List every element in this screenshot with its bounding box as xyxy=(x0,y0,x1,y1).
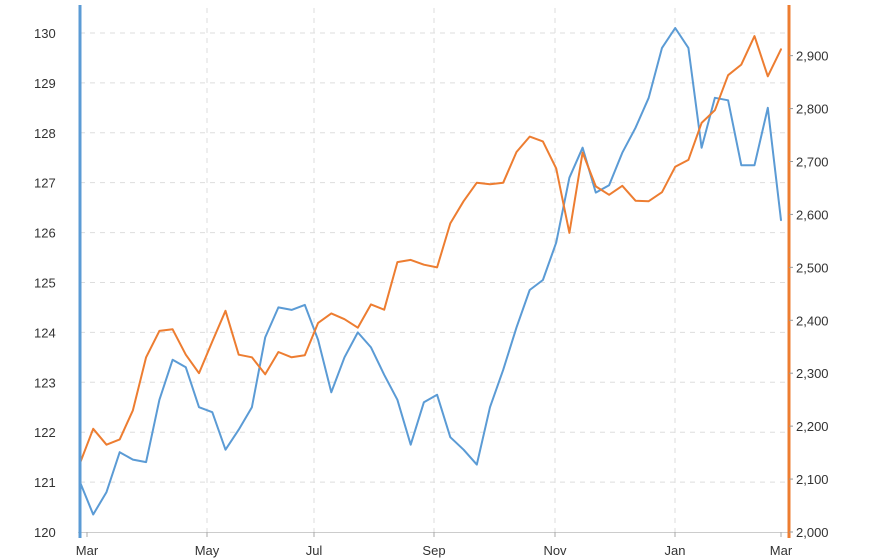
series-layer xyxy=(79,27,782,516)
x-axis-ticks: Mar May Jul Sep Nov Jan Mar xyxy=(76,532,793,558)
x-tick-label: May xyxy=(195,543,220,558)
right-tick-label: 2,000 xyxy=(796,525,829,540)
left-tick-label: 127 xyxy=(34,176,56,191)
left-tick-label: 126 xyxy=(34,226,56,241)
right-tick-label: 2,200 xyxy=(796,419,829,434)
right-tick-label: 2,400 xyxy=(796,313,829,328)
left-axis-ticks: 120 121 122 123 124 125 126 127 128 129 130 xyxy=(34,26,56,540)
right-tick-label: 2,800 xyxy=(796,102,829,117)
series-line-left-axis xyxy=(79,27,782,516)
x-tick-label: Nov xyxy=(543,543,567,558)
left-tick-label: 120 xyxy=(34,525,56,540)
x-tick-label: Jan xyxy=(665,543,686,558)
left-tick-label: 124 xyxy=(34,325,56,340)
right-tick-label: 2,600 xyxy=(796,207,829,222)
right-tick-label: 2,300 xyxy=(796,366,829,381)
grid xyxy=(80,8,789,532)
left-tick-label: 121 xyxy=(34,475,56,490)
right-tick-label: 2,900 xyxy=(796,49,829,64)
right-tick-label: 2,500 xyxy=(796,260,829,275)
right-axis-ticks: 2,000 2,100 2,200 2,300 2,400 2,500 2,600 2,700… xyxy=(789,49,829,540)
left-tick-label: 122 xyxy=(34,425,56,440)
left-tick-label: 123 xyxy=(34,375,56,390)
right-tick-label: 2,700 xyxy=(796,154,829,169)
x-tick-label: Mar xyxy=(76,543,99,558)
x-tick-label: Jul xyxy=(306,543,323,558)
right-tick-label: 2,100 xyxy=(796,472,829,487)
left-tick-label: 129 xyxy=(34,76,56,91)
left-tick-label: 130 xyxy=(34,26,56,41)
series-line-right-axis xyxy=(79,35,782,465)
left-tick-label: 128 xyxy=(34,126,56,141)
left-tick-label: 125 xyxy=(34,275,56,290)
x-tick-label: Sep xyxy=(422,543,445,558)
x-tick-label: Mar xyxy=(770,543,793,558)
